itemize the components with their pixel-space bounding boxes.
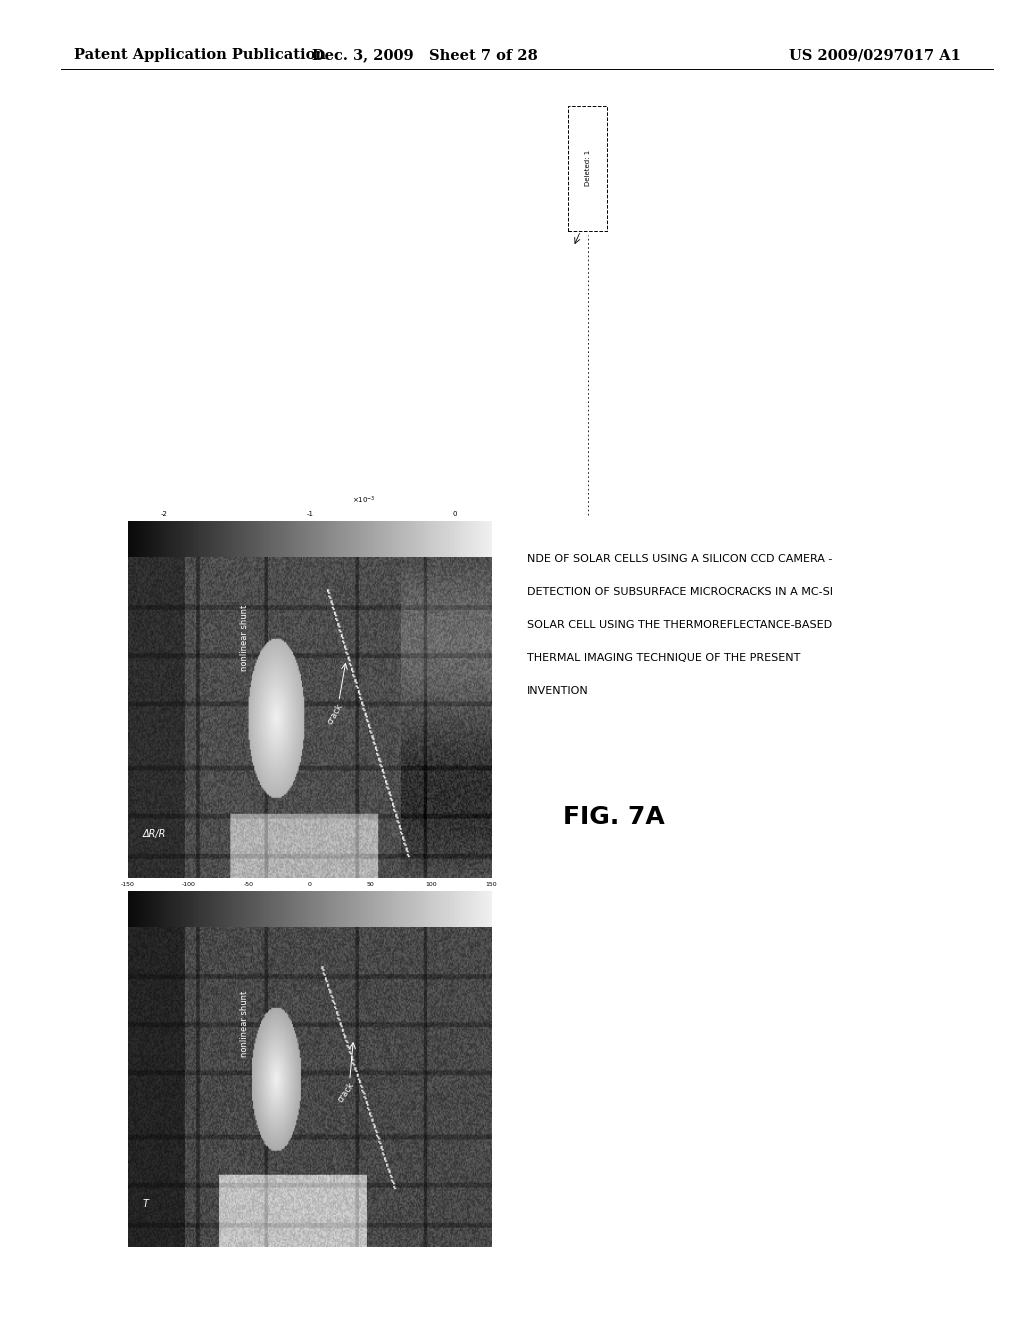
Text: $\times 10^{-3}$: $\times 10^{-3}$ xyxy=(352,494,376,506)
Text: DETECTION OF SUBSURFACE MICROCRACKS IN A MC-SI: DETECTION OF SUBSURFACE MICROCRACKS IN A… xyxy=(527,587,834,598)
Text: -2: -2 xyxy=(161,511,168,517)
Text: Deleted: 1: Deleted: 1 xyxy=(585,150,591,186)
Text: -100: -100 xyxy=(181,882,196,887)
Text: US 2009/0297017 A1: US 2009/0297017 A1 xyxy=(788,49,961,62)
Text: 0: 0 xyxy=(453,511,458,517)
Text: INVENTION: INVENTION xyxy=(527,686,589,697)
Text: nonlinear shunt: nonlinear shunt xyxy=(240,605,249,672)
Text: THERMAL IMAGING TECHNIQUE OF THE PRESENT: THERMAL IMAGING TECHNIQUE OF THE PRESENT xyxy=(527,653,801,664)
Text: 0: 0 xyxy=(308,882,311,887)
Text: T: T xyxy=(142,1199,148,1209)
Text: -150: -150 xyxy=(121,882,135,887)
Text: FIG. 7A: FIG. 7A xyxy=(563,805,665,829)
Text: Patent Application Publication: Patent Application Publication xyxy=(74,49,326,62)
Text: crack: crack xyxy=(326,701,345,726)
Text: crack: crack xyxy=(336,1081,356,1105)
Text: NDE OF SOLAR CELLS USING A SILICON CCD CAMERA -: NDE OF SOLAR CELLS USING A SILICON CCD C… xyxy=(527,554,833,565)
Text: nonlinear shunt: nonlinear shunt xyxy=(240,991,249,1057)
Bar xyxy=(568,106,607,231)
Text: ΔR/R: ΔR/R xyxy=(142,829,166,840)
Text: 150: 150 xyxy=(485,882,498,887)
Text: -50: -50 xyxy=(244,882,254,887)
Text: -1: -1 xyxy=(306,511,313,517)
Text: Dec. 3, 2009   Sheet 7 of 28: Dec. 3, 2009 Sheet 7 of 28 xyxy=(312,49,538,62)
Text: SOLAR CELL USING THE THERMOREFLECTANCE-BASED: SOLAR CELL USING THE THERMOREFLECTANCE-B… xyxy=(527,620,833,631)
Text: 50: 50 xyxy=(367,882,374,887)
Text: 100: 100 xyxy=(425,882,437,887)
